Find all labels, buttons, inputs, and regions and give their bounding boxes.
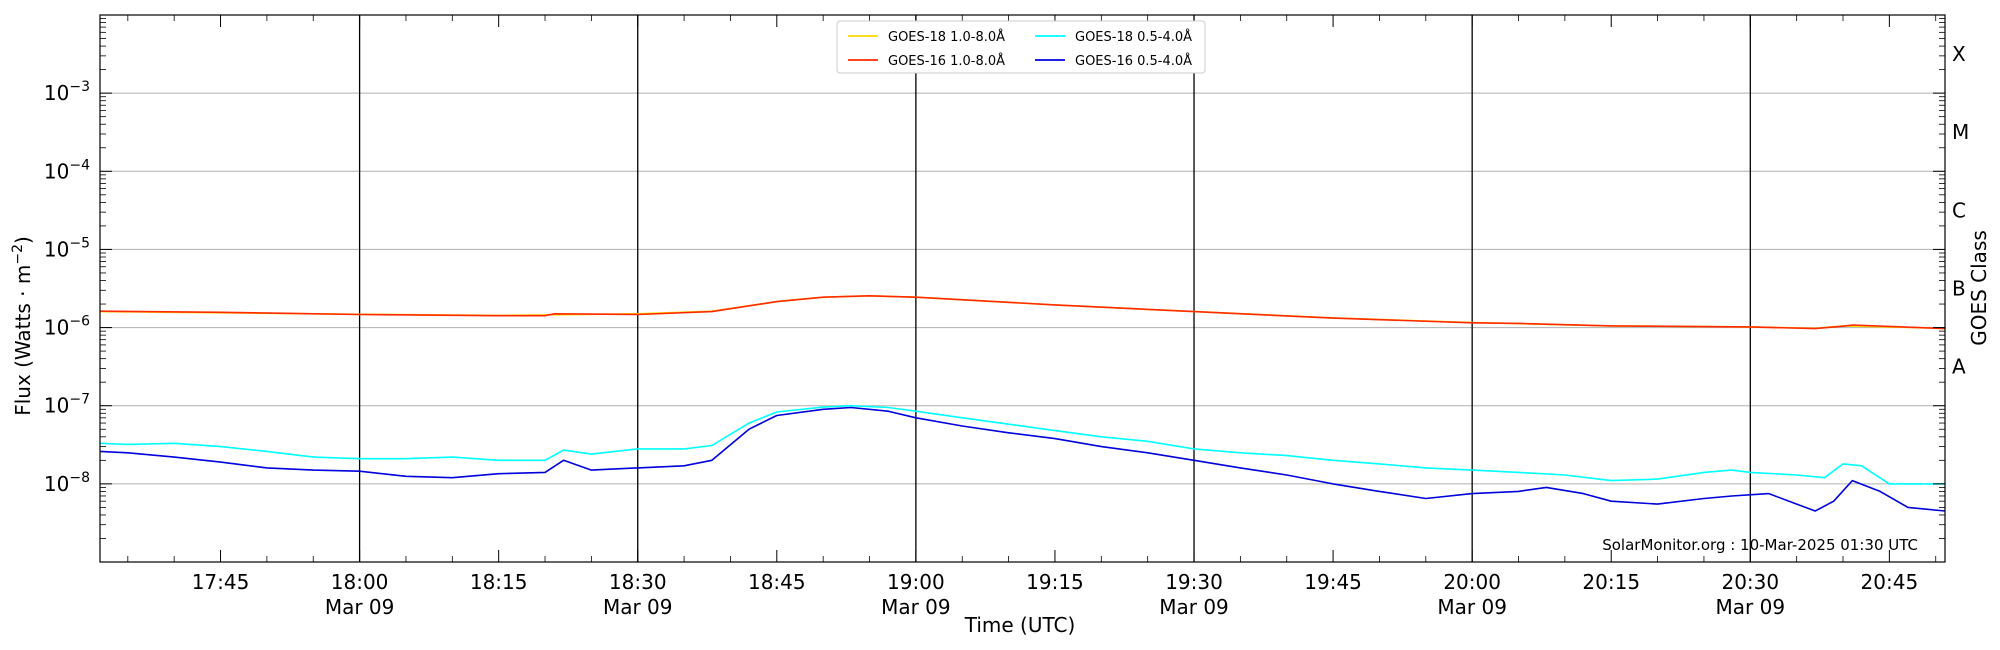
x-tick-label: 20:15 bbox=[1582, 570, 1640, 594]
x-tick-label: 20:30 bbox=[1721, 570, 1779, 594]
x-tick-date-label: Mar 09 bbox=[1437, 595, 1507, 619]
goes-class-label: C bbox=[1952, 198, 1966, 222]
goes-class-title: GOES Class bbox=[1967, 230, 1991, 346]
x-tick-date-label: Mar 09 bbox=[603, 595, 673, 619]
y-tick-label: 10−6 bbox=[44, 314, 90, 340]
y-tick-label: 10−5 bbox=[44, 235, 90, 261]
legend-label: GOES-16 1.0-8.0Å bbox=[888, 53, 1005, 69]
x-tick-label: 19:00 bbox=[887, 570, 945, 594]
y-axis-title: Flux (Watts · m−2) bbox=[10, 236, 35, 416]
x-tick-label: 18:30 bbox=[609, 570, 667, 594]
series-lines bbox=[99, 294, 1946, 512]
goes-class-label: B bbox=[1952, 277, 1966, 301]
legend-label: GOES-18 1.0-8.0Å bbox=[888, 29, 1005, 45]
y-tick-label: 10−4 bbox=[44, 157, 90, 183]
x-axis-title: Time (UTC) bbox=[964, 613, 1076, 637]
series-line-3 bbox=[99, 404, 1945, 485]
credit-text: SolarMonitor.org : 10-Mar-2025 01:30 UTC bbox=[1602, 536, 1918, 554]
x-tick-date-label: Mar 09 bbox=[325, 595, 395, 619]
x-tick-label: 18:15 bbox=[470, 570, 528, 594]
x-tick-label: 20:45 bbox=[1861, 570, 1919, 594]
x-tick-label: 19:45 bbox=[1304, 570, 1362, 594]
x-tick-date-label: Mar 09 bbox=[1159, 595, 1229, 619]
plot-frame bbox=[99, 14, 1946, 563]
goes-class-axis: A B C M X bbox=[1952, 42, 1969, 379]
legend: GOES-18 1.0-8.0Å GOES-16 1.0-8.0Å GOES-18 … bbox=[836, 20, 1206, 74]
x-tick-label: 18:45 bbox=[748, 570, 806, 594]
series-line-4 bbox=[99, 406, 1946, 512]
legend-box bbox=[836, 20, 1206, 74]
legend-label: GOES-16 0.5-4.0Å bbox=[1075, 53, 1192, 69]
y-tick-label: 10−7 bbox=[44, 392, 90, 418]
x-tick-label: 17:45 bbox=[192, 570, 250, 594]
legend-label: GOES-18 0.5-4.0Å bbox=[1075, 29, 1192, 45]
x-tick-date-label: Mar 09 bbox=[881, 595, 951, 619]
goes-class-label: M bbox=[1952, 120, 1969, 144]
series-line-1 bbox=[99, 294, 1946, 330]
series-line-2 bbox=[99, 294, 1946, 330]
x-tick-label: 18:00 bbox=[331, 570, 389, 594]
y-tick-label: 10−3 bbox=[44, 79, 90, 105]
x-tick-label: 19:15 bbox=[1026, 570, 1084, 594]
y-axis: 10−8 10−7 10−6 10−5 10−4 10−3 bbox=[44, 18, 1945, 539]
x-tick-date-label: Mar 09 bbox=[1716, 595, 1786, 619]
goes-class-label: A bbox=[1952, 355, 1966, 379]
grid-lines bbox=[100, 15, 1945, 562]
y-tick-label: 10−8 bbox=[44, 470, 90, 496]
x-tick-label: 19:30 bbox=[1165, 570, 1223, 594]
goes-class-label: X bbox=[1952, 42, 1966, 66]
x-tick-label: 20:00 bbox=[1443, 570, 1501, 594]
